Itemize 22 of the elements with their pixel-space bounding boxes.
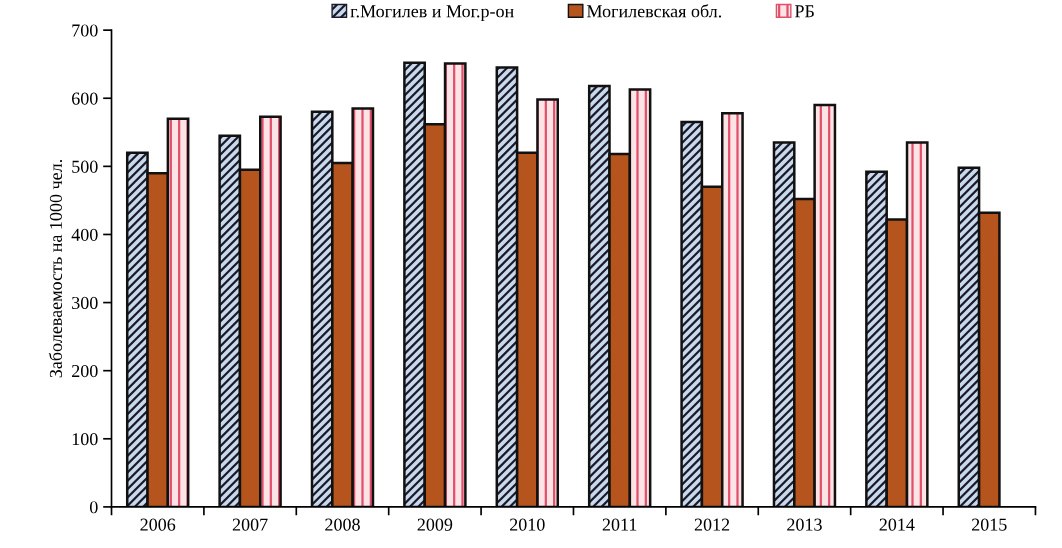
x-tick-label: 2013 — [787, 518, 822, 531]
y-tick-label: 100 — [72, 433, 98, 446]
x-tick-label: 2012 — [694, 518, 730, 531]
y-axis-title: Заболеваемость на 1000 чел. — [48, 160, 63, 378]
x-tick-label: 2010 — [510, 518, 545, 531]
y-tick-label: 500 — [72, 160, 98, 173]
legend-label: г.Могилев и Мог.р-он — [350, 5, 514, 22]
x-tick-label: 2011 — [602, 518, 637, 531]
y-tick-label: 700 — [72, 24, 98, 37]
y-tick-label: 200 — [72, 364, 98, 378]
x-tick-label: 2008 — [325, 518, 360, 531]
legend-label: РБ — [794, 5, 814, 18]
x-tick-label: 2015 — [971, 518, 1007, 531]
legend-label: Могилевская обл. — [586, 4, 722, 18]
y-tick-label: 0 — [89, 501, 98, 514]
y-tick-label: 400 — [71, 228, 98, 241]
y-tick-label: 300 — [72, 296, 98, 310]
x-tick-label: 2007 — [232, 518, 268, 531]
x-tick-label: 2006 — [140, 518, 176, 531]
x-tick-label: 2014 — [879, 518, 915, 531]
y-tick-label: 600 — [72, 92, 98, 105]
x-tick-label: 2009 — [417, 518, 453, 531]
